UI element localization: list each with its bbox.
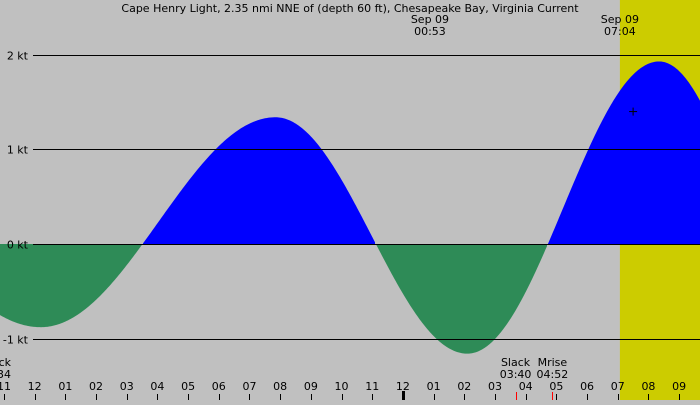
hour-tick-label: 11 xyxy=(365,380,379,393)
top-date-label: Sep 09 xyxy=(411,13,449,26)
hour-tick-label: 02 xyxy=(457,380,471,393)
hour-tick-label: 02 xyxy=(89,380,103,393)
hour-tick-label: 09 xyxy=(304,380,318,393)
hour-tick-label: 04 xyxy=(519,380,533,393)
hour-tick-label: 12 xyxy=(28,380,42,393)
hour-tick-label: 09 xyxy=(672,380,686,393)
event-name-label: Mrise xyxy=(538,356,568,369)
event-time-label-clipped: 34 xyxy=(0,368,11,381)
event-name-label-clipped: ck xyxy=(0,356,12,369)
top-time-label: 07:04 xyxy=(604,25,636,38)
hour-tick-label: 04 xyxy=(150,380,164,393)
hour-tick-label: 06 xyxy=(212,380,226,393)
hour-tick-label: 08 xyxy=(273,380,287,393)
y-tick-label: 1 kt xyxy=(7,144,29,157)
hour-tick-label: 05 xyxy=(181,380,195,393)
top-date-label: Sep 09 xyxy=(601,13,639,26)
top-time-label: 00:53 xyxy=(414,25,446,38)
hour-tick-label: 03 xyxy=(120,380,134,393)
hour-tick-label: 12 xyxy=(396,380,410,393)
hour-tick-label: 03 xyxy=(488,380,502,393)
event-time-label: 04:52 xyxy=(537,368,569,381)
hour-tick-label: 06 xyxy=(580,380,594,393)
hour-tick-label: 10 xyxy=(335,380,349,393)
hour-tick-label: 01 xyxy=(58,380,72,393)
hour-tick-label: 11 xyxy=(0,380,11,393)
flood-current-area xyxy=(143,117,375,244)
y-tick-label: 2 kt xyxy=(7,50,29,63)
hour-tick-label: 07 xyxy=(611,380,625,393)
hour-tick-label: 05 xyxy=(549,380,563,393)
event-time-label: 03:40 xyxy=(500,368,532,381)
hour-tick-label: 08 xyxy=(641,380,655,393)
flood-current-area xyxy=(548,61,700,244)
chart-title: Cape Henry Light, 2.35 nmi NNE of (depth… xyxy=(121,2,579,15)
event-name-label: Slack xyxy=(501,356,531,369)
hour-tick-label: 01 xyxy=(427,380,441,393)
y-tick-label: 0 kt xyxy=(7,239,29,252)
y-tick-label: -1 kt xyxy=(3,334,29,347)
hour-tick-label: 07 xyxy=(242,380,256,393)
ebb-current-area xyxy=(0,243,142,328)
ebb-current-area xyxy=(376,243,547,354)
